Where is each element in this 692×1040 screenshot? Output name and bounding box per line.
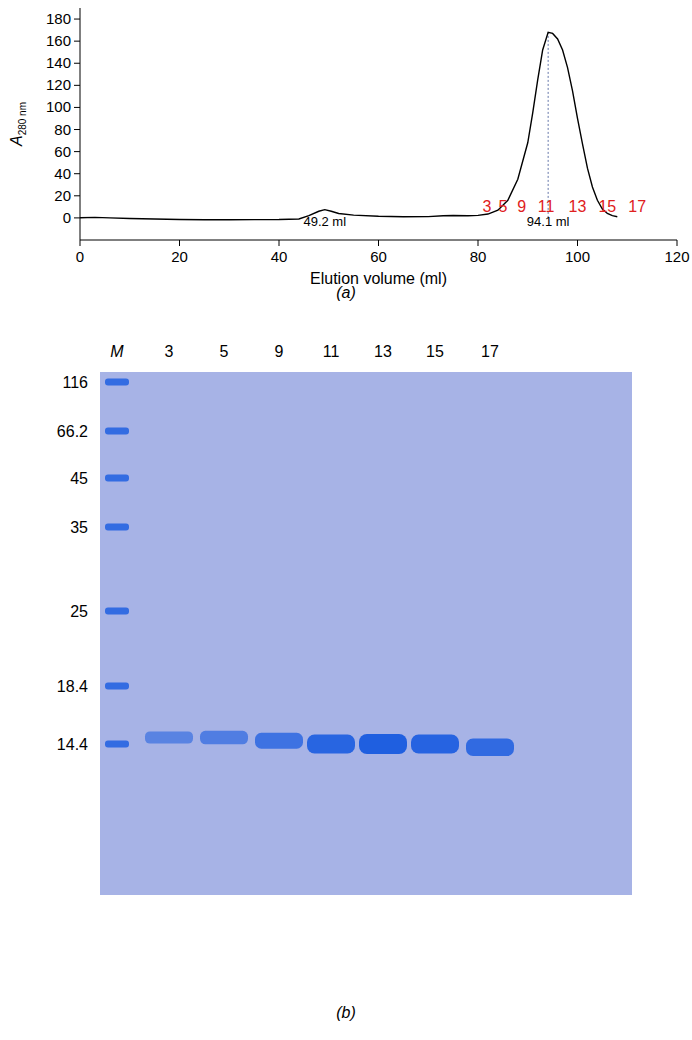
marker-label: 18.4 [57, 678, 88, 695]
fraction-label: 9 [517, 198, 526, 215]
marker-band [105, 741, 129, 748]
y-axis-label: A280 nm [8, 102, 28, 147]
elution-curve [80, 32, 617, 219]
marker-band [105, 475, 129, 482]
y-tick [74, 107, 80, 108]
y-tick-label: 160 [46, 32, 71, 49]
fraction-label: 13 [569, 198, 587, 215]
peak-line [548, 32, 549, 218]
y-tick-label: 140 [46, 54, 71, 71]
y-tick [74, 63, 80, 64]
panel-label: (b) [336, 1004, 356, 1021]
y-tick-label: 40 [54, 165, 71, 182]
lane-label: 5 [220, 343, 229, 360]
y-axis-label-main: A [8, 135, 25, 147]
x-tick [577, 240, 578, 246]
protein-band [200, 731, 248, 744]
fraction-label: 11 [538, 198, 555, 215]
y-tick-label: 60 [54, 143, 71, 160]
x-tick-label: 0 [76, 248, 84, 265]
marker-label: 116 [62, 374, 88, 391]
plot-area [80, 32, 617, 219]
y-tick-label: 120 [46, 76, 71, 93]
x-tick [378, 240, 379, 246]
x-tick-label: 20 [171, 248, 188, 265]
peak-annotation: 94.1 ml [527, 214, 570, 229]
protein-band [411, 734, 459, 753]
panel-label: (a) [336, 284, 356, 301]
x-tick [279, 240, 280, 246]
y-tick [74, 41, 80, 42]
x-axis-label: Elution volume (ml) [310, 270, 447, 287]
x-tick-label: 40 [271, 248, 288, 265]
peak-annotation: 49.2 ml [303, 214, 346, 229]
y-axis [80, 8, 81, 240]
fraction-label: 17 [628, 198, 646, 215]
x-tick [80, 240, 81, 246]
lane-label: 9 [275, 343, 284, 360]
x-tick-label: 60 [370, 248, 387, 265]
marker-band [105, 524, 129, 531]
y-tick [74, 173, 80, 174]
figure: 0 20 40 60 80 100 120 140 160 180 0 20 40 60 80 100 120 E… [0, 0, 692, 1040]
fraction-label: 5 [498, 198, 507, 215]
y-tick [74, 19, 80, 20]
marker-band [105, 379, 129, 386]
protein-band [466, 739, 514, 757]
y-axis-label-sub: 280 nm [17, 102, 28, 135]
protein-band [145, 731, 193, 743]
y-tick [74, 151, 80, 152]
x-tick [677, 240, 678, 246]
lane-label: 11 [323, 343, 340, 360]
y-tick-label: 80 [54, 121, 71, 138]
protein-band [359, 734, 407, 754]
marker-label: 66.2 [57, 423, 88, 440]
lane-label: 3 [165, 343, 174, 360]
lane-label: 13 [374, 343, 392, 360]
y-tick-label: 0 [63, 209, 71, 226]
marker-band [105, 428, 129, 435]
marker-label: 25 [70, 603, 88, 620]
fraction-label: 3 [483, 198, 492, 215]
protein-band [255, 733, 303, 749]
x-tick-label: 120 [664, 248, 689, 265]
y-tick-label: 20 [54, 187, 71, 204]
y-tick [74, 217, 80, 218]
y-tick [74, 129, 80, 130]
lane-label: 15 [426, 343, 444, 360]
marker-label: 14.4 [57, 736, 88, 753]
protein-band [307, 735, 355, 754]
fraction-label: 15 [598, 198, 616, 215]
gel-background [100, 372, 632, 895]
y-tick [74, 195, 80, 196]
lane-label: 17 [481, 343, 499, 360]
y-tick-label: 100 [46, 98, 71, 115]
y-tick [74, 85, 80, 86]
marker-label: 45 [70, 470, 88, 487]
marker-band [105, 683, 129, 690]
x-tick [478, 240, 479, 246]
x-tick [179, 240, 180, 246]
marker-band [105, 608, 129, 615]
x-tick-label: 80 [470, 248, 487, 265]
lane-label: M [110, 343, 124, 360]
x-tick-label: 100 [565, 248, 590, 265]
marker-label: 35 [70, 519, 88, 536]
y-tick-label: 180 [46, 10, 71, 27]
